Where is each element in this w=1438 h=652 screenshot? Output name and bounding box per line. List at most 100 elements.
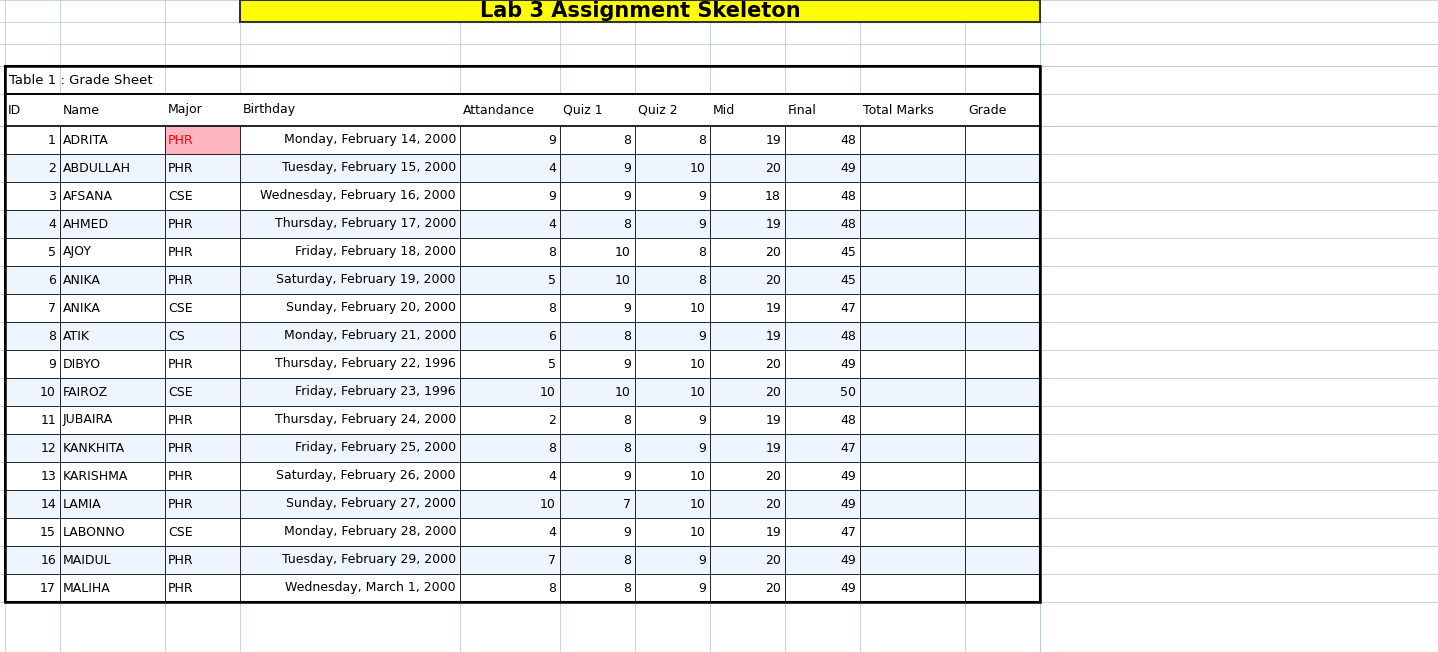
Bar: [4, 94, 1040, 126]
Text: 10: 10: [690, 497, 706, 511]
Bar: [4, 66, 1040, 602]
Text: 8: 8: [623, 441, 631, 454]
Text: 9: 9: [623, 301, 631, 314]
Text: 48: 48: [840, 413, 856, 426]
Text: Monday, February 28, 2000: Monday, February 28, 2000: [283, 526, 456, 539]
Text: 20: 20: [765, 246, 781, 258]
Text: MALIHA: MALIHA: [63, 582, 111, 595]
Text: CS: CS: [168, 329, 184, 342]
Text: 48: 48: [840, 218, 856, 231]
Text: 20: 20: [765, 469, 781, 482]
Text: 2: 2: [47, 162, 56, 175]
Text: 5: 5: [47, 246, 56, 258]
Text: Friday, February 23, 1996: Friday, February 23, 1996: [295, 385, 456, 398]
Text: KARISHMA: KARISHMA: [63, 469, 128, 482]
Text: 9: 9: [697, 554, 706, 567]
Text: AJOY: AJOY: [63, 246, 92, 258]
Text: 9: 9: [697, 329, 706, 342]
Text: 9: 9: [697, 413, 706, 426]
Text: 19: 19: [765, 329, 781, 342]
Text: KANKHITA: KANKHITA: [63, 441, 125, 454]
Text: JUBAIRA: JUBAIRA: [63, 413, 114, 426]
Text: 7: 7: [548, 554, 557, 567]
Text: AFSANA: AFSANA: [63, 190, 114, 203]
Text: 48: 48: [840, 134, 856, 147]
Text: PHR: PHR: [168, 469, 194, 482]
Bar: [4, 210, 1040, 238]
Text: Quiz 1: Quiz 1: [564, 104, 603, 117]
Text: 12: 12: [40, 441, 56, 454]
Text: 19: 19: [765, 413, 781, 426]
Bar: [165, 126, 240, 154]
Text: 8: 8: [548, 246, 557, 258]
Bar: [4, 546, 1040, 574]
Text: LAMIA: LAMIA: [63, 497, 102, 511]
Text: 20: 20: [765, 554, 781, 567]
Text: 8: 8: [548, 301, 557, 314]
Text: ABDULLAH: ABDULLAH: [63, 162, 131, 175]
Text: 1: 1: [47, 134, 56, 147]
Text: 48: 48: [840, 190, 856, 203]
Text: Table 1 : Grade Sheet: Table 1 : Grade Sheet: [9, 74, 152, 87]
Bar: [4, 574, 1040, 602]
Text: 9: 9: [47, 357, 56, 370]
Text: PHR: PHR: [168, 441, 194, 454]
Text: 10: 10: [615, 273, 631, 286]
Text: Final: Final: [788, 104, 817, 117]
Text: 10: 10: [690, 385, 706, 398]
Text: 4: 4: [548, 218, 557, 231]
Text: 18: 18: [765, 190, 781, 203]
Text: Sunday, February 20, 2000: Sunday, February 20, 2000: [286, 301, 456, 314]
Bar: [4, 266, 1040, 294]
Bar: [4, 126, 1040, 154]
Text: 20: 20: [765, 497, 781, 511]
Bar: [4, 154, 1040, 182]
Text: 9: 9: [548, 190, 557, 203]
Text: Birthday: Birthday: [243, 104, 296, 117]
Text: 9: 9: [623, 526, 631, 539]
Text: 49: 49: [840, 469, 856, 482]
Text: 48: 48: [840, 329, 856, 342]
Text: Name: Name: [63, 104, 101, 117]
Text: LABONNO: LABONNO: [63, 526, 125, 539]
Text: CSE: CSE: [168, 385, 193, 398]
Text: 10: 10: [615, 246, 631, 258]
Bar: [4, 378, 1040, 406]
Text: Major: Major: [168, 104, 203, 117]
Text: 8: 8: [548, 441, 557, 454]
Text: PHR: PHR: [168, 413, 194, 426]
Text: Mid: Mid: [713, 104, 735, 117]
Text: 8: 8: [697, 246, 706, 258]
Text: Saturday, February 19, 2000: Saturday, February 19, 2000: [276, 273, 456, 286]
Text: 19: 19: [765, 301, 781, 314]
Text: PHR: PHR: [168, 246, 194, 258]
Text: 7: 7: [47, 301, 56, 314]
Text: CSE: CSE: [168, 526, 193, 539]
Bar: [4, 238, 1040, 266]
Text: 8: 8: [697, 134, 706, 147]
Text: Monday, February 14, 2000: Monday, February 14, 2000: [283, 134, 456, 147]
Text: 17: 17: [40, 582, 56, 595]
Text: 3: 3: [47, 190, 56, 203]
Text: 19: 19: [765, 134, 781, 147]
Text: 9: 9: [548, 134, 557, 147]
Bar: [4, 350, 1040, 378]
Text: PHR: PHR: [168, 357, 194, 370]
Text: 50: 50: [840, 385, 856, 398]
Text: 6: 6: [47, 273, 56, 286]
Text: 8: 8: [623, 134, 631, 147]
Text: 10: 10: [690, 301, 706, 314]
Text: 10: 10: [541, 385, 557, 398]
Bar: [240, 0, 1040, 22]
Text: DIBYO: DIBYO: [63, 357, 101, 370]
Bar: [4, 66, 1040, 602]
Text: 4: 4: [548, 526, 557, 539]
Text: 47: 47: [840, 441, 856, 454]
Text: Thursday, February 17, 2000: Thursday, February 17, 2000: [275, 218, 456, 231]
Text: AHMED: AHMED: [63, 218, 109, 231]
Text: 8: 8: [623, 582, 631, 595]
Text: 8: 8: [47, 329, 56, 342]
Text: 49: 49: [840, 582, 856, 595]
Text: 10: 10: [690, 357, 706, 370]
Text: 11: 11: [40, 413, 56, 426]
